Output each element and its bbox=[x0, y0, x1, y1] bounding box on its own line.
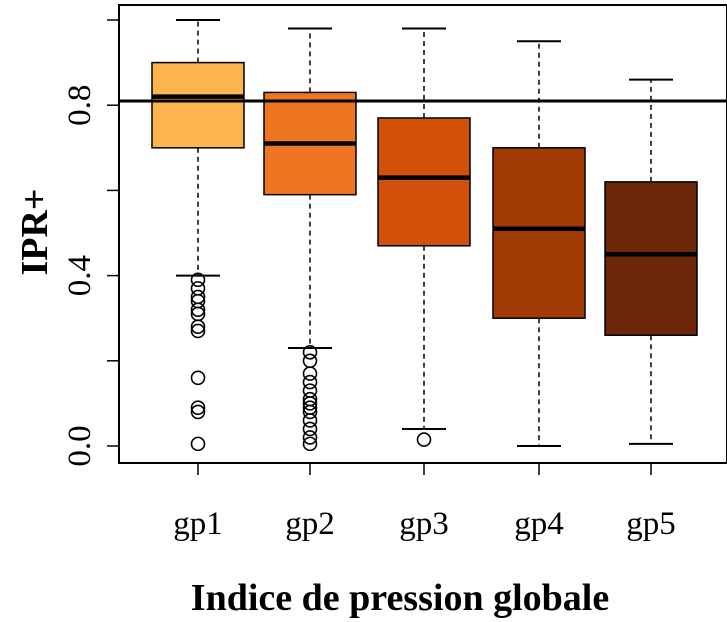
box-group-gp5 bbox=[604, 78, 698, 445]
x-axis-title: Indice de pression globale bbox=[191, 577, 609, 619]
box-gp3 bbox=[377, 117, 471, 247]
outlier-point bbox=[190, 404, 206, 420]
axis-layer: gp1 gp2 gp3 gp4 gp5 0.0 0.4 0.8 bbox=[62, 19, 676, 542]
outlier-point bbox=[302, 396, 318, 411]
outlier-point bbox=[190, 319, 206, 335]
outlier-point bbox=[190, 370, 206, 386]
x-tick-label-gp4: gp4 bbox=[514, 506, 564, 542]
box-group-gp3 bbox=[377, 27, 471, 447]
outlier-point bbox=[190, 272, 206, 288]
outlier-point bbox=[302, 421, 318, 437]
outlier-point bbox=[190, 400, 206, 415]
outlier-point bbox=[302, 404, 318, 420]
outlier-point bbox=[302, 436, 318, 452]
outlier-point bbox=[302, 413, 318, 428]
box-gp5 bbox=[604, 181, 698, 336]
outlier-point bbox=[190, 436, 206, 452]
box-group-gp2 bbox=[263, 27, 357, 452]
plot-layer bbox=[119, 19, 727, 452]
box-group-gp1 bbox=[151, 19, 245, 452]
outlier-point bbox=[302, 374, 318, 390]
x-tick-label-gp3: gp3 bbox=[399, 506, 449, 542]
outlier-point bbox=[302, 430, 318, 445]
y-tick-label: 0.0 bbox=[62, 425, 98, 466]
box-group-gp4 bbox=[492, 40, 586, 447]
box-gp4 bbox=[492, 147, 586, 319]
outlier-point bbox=[190, 302, 206, 317]
x-tick-label-gp1: gp1 bbox=[173, 506, 223, 542]
x-tick-label-gp2: gp2 bbox=[285, 506, 335, 542]
box-gp1 bbox=[151, 61, 245, 149]
outlier-point bbox=[302, 366, 318, 381]
y-tick-label: 0.8 bbox=[62, 85, 98, 126]
x-tick-label-gp5: gp5 bbox=[626, 506, 676, 542]
y-tick-label: 0.4 bbox=[62, 255, 98, 296]
outlier-point bbox=[416, 432, 432, 447]
outlier-point bbox=[302, 344, 318, 360]
outlier-point bbox=[190, 323, 206, 339]
y-axis-title: IPR+ bbox=[14, 188, 56, 275]
